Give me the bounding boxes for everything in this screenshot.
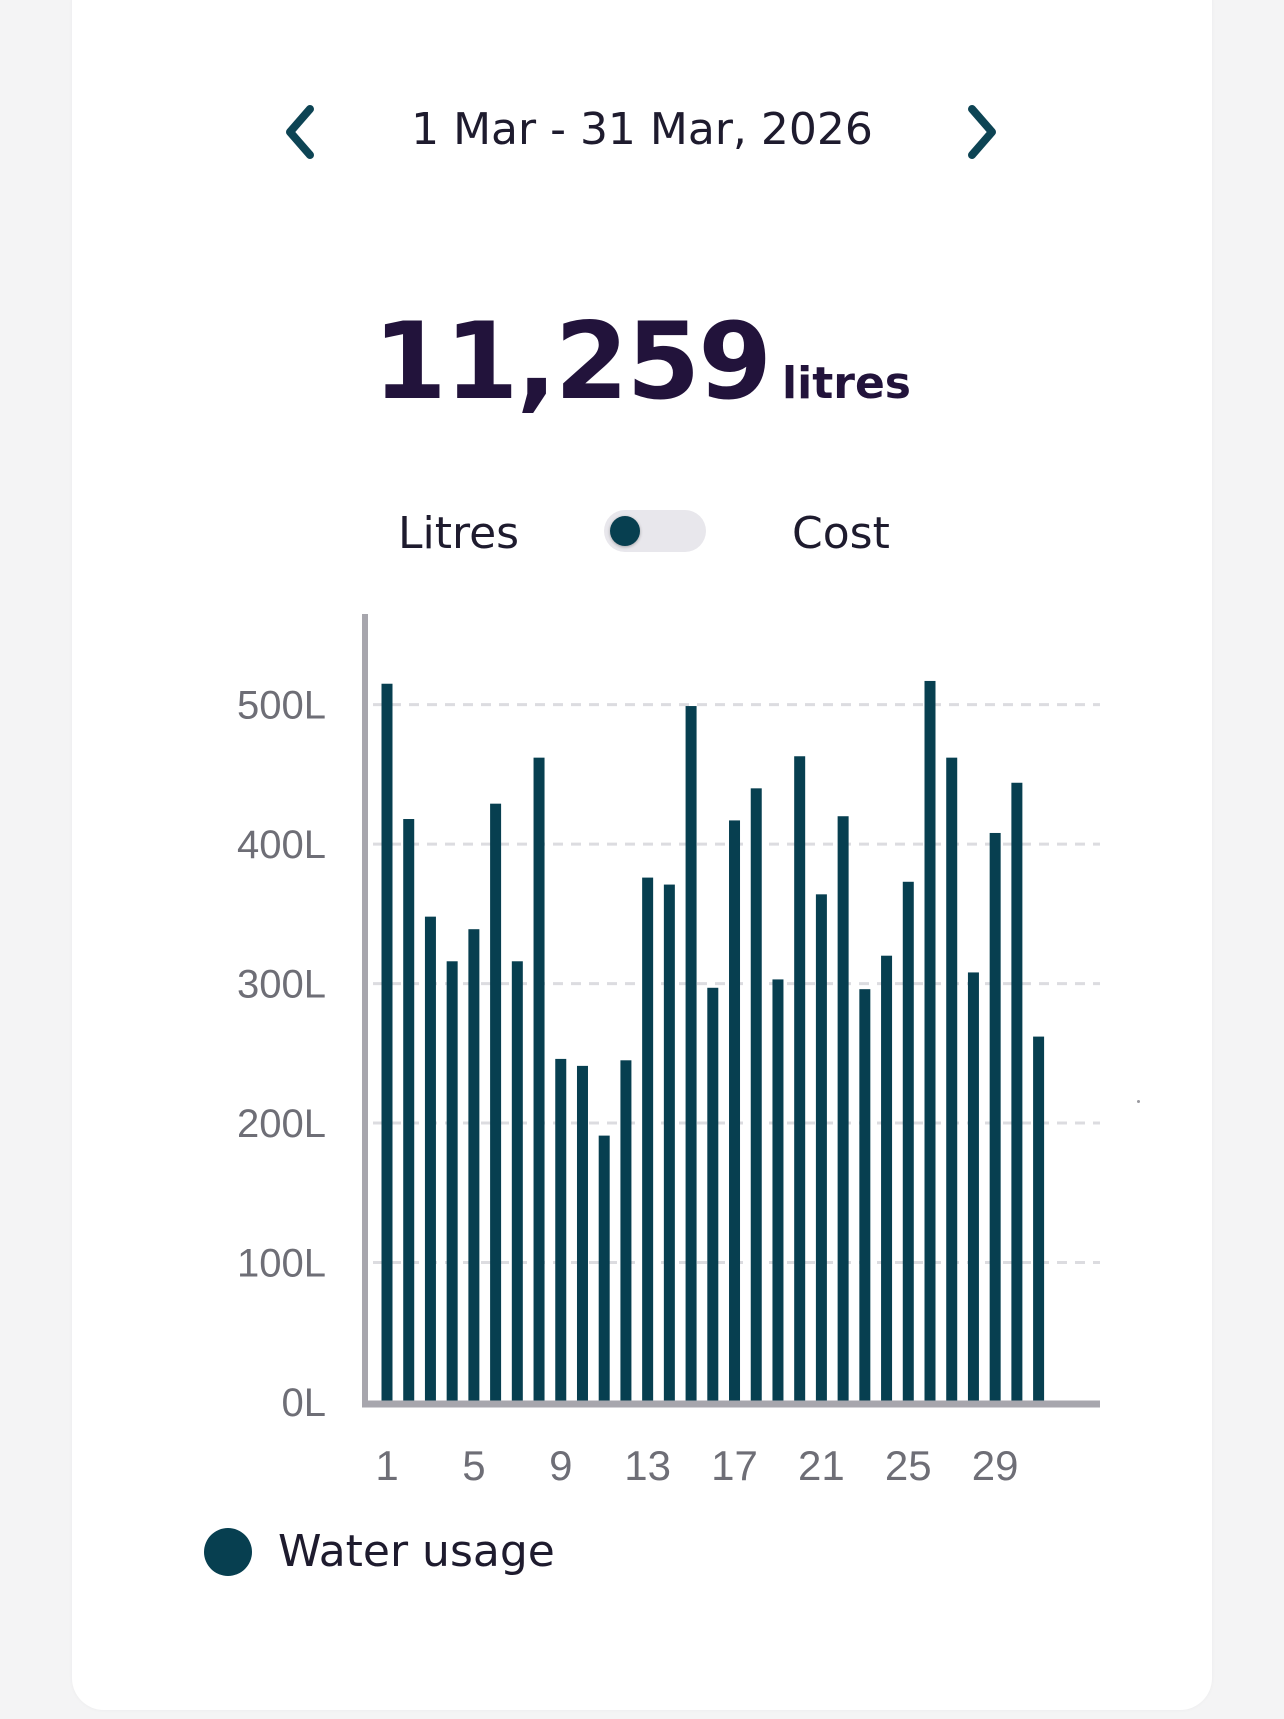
bar-day-20 (794, 756, 806, 1402)
bar-day-3 (424, 916, 436, 1402)
bar-day-15 (685, 706, 697, 1402)
total-usage-unit: litres (782, 358, 911, 409)
bar-day-6 (490, 803, 502, 1402)
bar-day-10 (576, 1065, 588, 1402)
toggle-knob[interactable] (610, 516, 640, 546)
chevron-left-icon (286, 105, 314, 159)
bar-day-30 (1011, 782, 1023, 1402)
litres-cost-toggle[interactable] (604, 510, 706, 552)
bar-day-8 (533, 757, 545, 1402)
bar-day-18 (750, 788, 762, 1402)
bar-day-7 (511, 961, 523, 1402)
legend-swatch (204, 1527, 252, 1576)
toggle-label-litres[interactable]: Litres (398, 508, 520, 559)
previous-period-button[interactable] (268, 100, 332, 164)
bar-day-28 (967, 972, 979, 1402)
y-tick-label: 300L (237, 963, 326, 1007)
bar-day-12 (620, 1060, 632, 1402)
bar-day-31 (1033, 1036, 1045, 1402)
x-tick-label: 25 (885, 1442, 932, 1489)
bar-day-25 (902, 881, 914, 1402)
x-tick-label: 17 (711, 1442, 758, 1489)
bar-day-23 (859, 989, 871, 1402)
bar-day-17 (729, 820, 741, 1402)
legend-label: Water usage (278, 1526, 555, 1577)
x-tick-label: 21 (798, 1442, 845, 1489)
x-tick-label: 5 (462, 1442, 485, 1489)
x-tick-label: 9 (549, 1442, 572, 1489)
bar-day-9 (555, 1058, 567, 1402)
bar-day-27 (946, 757, 958, 1402)
water-usage-chart: 0L 100L 200L 300L 400L 500L 1 5 9 13 17 21 25 29 (237, 614, 1100, 1489)
x-tick-label: 13 (624, 1442, 671, 1489)
stray-dot (1137, 1100, 1140, 1103)
bar-day-4 (446, 961, 458, 1402)
bar-day-1 (381, 683, 393, 1402)
total-usage-value: 11,259 (373, 300, 772, 423)
total-usage: 11,259 litres (0, 300, 1284, 423)
bar-day-22 (837, 816, 849, 1402)
bar-day-16 (707, 987, 719, 1402)
bar-day-24 (881, 955, 893, 1402)
bar-day-11 (598, 1135, 610, 1402)
x-tick-label: 1 (375, 1442, 398, 1489)
y-tick-label: 0L (282, 1381, 327, 1425)
bar-day-29 (989, 832, 1001, 1402)
bar-day-26 (924, 680, 936, 1402)
bar-day-2 (403, 819, 415, 1402)
bar-day-21 (815, 894, 827, 1402)
toggle-label-cost[interactable]: Cost (792, 508, 890, 559)
bar-day-14 (663, 884, 675, 1402)
chart-legend: Water usage (204, 1526, 555, 1577)
x-tick-label: 29 (972, 1442, 1019, 1489)
date-range-label: 1 Mar - 31 Mar, 2026 (411, 104, 873, 155)
bar-day-19 (772, 979, 784, 1402)
y-tick-label: 100L (237, 1242, 326, 1286)
y-tick-label: 500L (237, 684, 326, 728)
bar-day-13 (642, 877, 654, 1402)
next-period-button[interactable] (950, 100, 1014, 164)
y-tick-label: 400L (237, 823, 326, 867)
y-tick-label: 200L (237, 1102, 326, 1146)
bar-day-5 (468, 929, 480, 1402)
chevron-right-icon (968, 105, 996, 159)
